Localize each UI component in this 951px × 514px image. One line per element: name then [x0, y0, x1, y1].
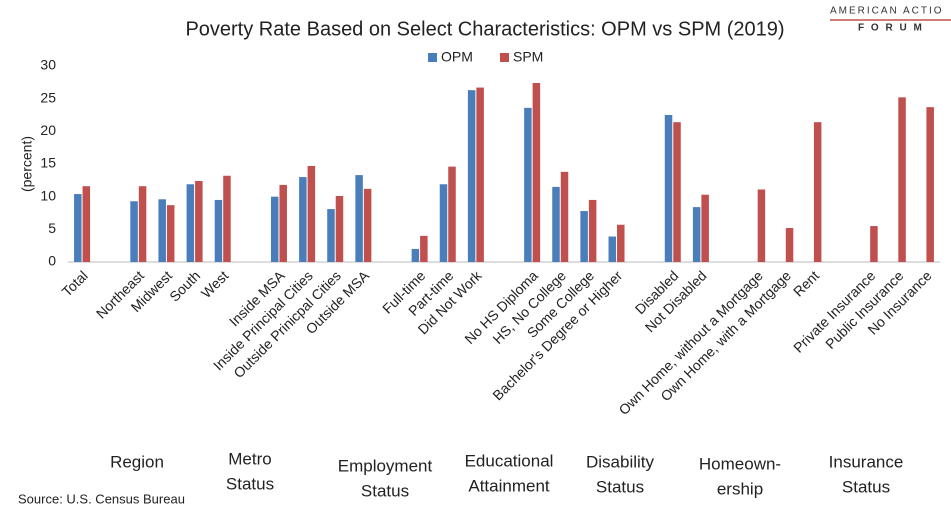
bar [82, 186, 91, 262]
x-tick-label: South [166, 267, 203, 304]
legend-swatch [428, 53, 437, 62]
y-tick-label: 30 [40, 57, 56, 73]
bar [166, 205, 175, 262]
bar [214, 199, 223, 262]
bar [439, 184, 448, 262]
y-axis-label: (percent) [19, 136, 35, 192]
y-tick-label: 20 [40, 122, 56, 138]
bar [617, 224, 625, 262]
y-tick-label: 15 [40, 155, 56, 171]
bar [524, 107, 532, 263]
group-label: Metro [228, 449, 271, 468]
bar [692, 207, 701, 262]
bar [673, 122, 681, 262]
y-tick-label: 0 [48, 253, 56, 269]
bar [355, 175, 363, 262]
bar [560, 171, 569, 262]
bar [532, 82, 541, 262]
bar [420, 235, 428, 262]
bar [130, 201, 138, 262]
group-label: Status [361, 481, 409, 500]
source: Source: U.S. Census Bureau [18, 491, 185, 506]
group-label: Status [596, 477, 644, 496]
bar [448, 166, 456, 262]
bar [335, 196, 344, 262]
bar [363, 188, 372, 262]
bar [467, 90, 476, 262]
bar [785, 228, 794, 262]
bar [299, 177, 307, 262]
y-tick-label: 10 [40, 187, 56, 203]
bar [74, 194, 82, 262]
group-label: Status [842, 477, 890, 496]
group-label: Employment [338, 456, 433, 475]
logo-line2: F O R U M [858, 23, 924, 34]
bar [186, 184, 195, 262]
bar [870, 226, 878, 262]
group-label: Disability [586, 452, 655, 471]
legend-label: OPM [441, 49, 473, 65]
group-label: Insurance [829, 452, 904, 471]
group-label: Homeown- [699, 454, 781, 473]
legend-label: SPM [513, 49, 543, 65]
bar [552, 186, 560, 262]
bar [757, 189, 766, 262]
bar [813, 122, 822, 262]
x-tick-label: West [198, 267, 232, 301]
bar [307, 165, 316, 262]
bar [664, 115, 673, 262]
bar [327, 209, 335, 262]
bar [926, 107, 934, 262]
bar [138, 186, 147, 262]
x-tick-label: Total [59, 267, 91, 299]
bar [279, 184, 287, 262]
bar [898, 97, 906, 262]
bar [195, 180, 203, 262]
bar [411, 248, 420, 262]
bar [270, 196, 279, 262]
bar [608, 236, 617, 262]
group-label: Status [226, 474, 274, 493]
chart-title: Poverty Rate Based on Select Characteris… [185, 18, 784, 40]
bar [223, 175, 231, 262]
group-label: Region [110, 452, 164, 471]
bar [158, 199, 166, 262]
group-label: ership [717, 479, 763, 498]
group-label: Attainment [468, 476, 550, 495]
bar [476, 87, 484, 262]
y-tick-label: 25 [40, 89, 56, 105]
group-label: Educational [465, 451, 554, 470]
bar [580, 211, 588, 262]
legend-swatch [500, 53, 509, 62]
y-tick-label: 5 [48, 220, 56, 236]
bar [588, 199, 597, 262]
logo-line1: AMERICAN ACTIO [830, 6, 944, 17]
bar [701, 194, 709, 262]
x-tick-label: Rent [790, 267, 822, 299]
